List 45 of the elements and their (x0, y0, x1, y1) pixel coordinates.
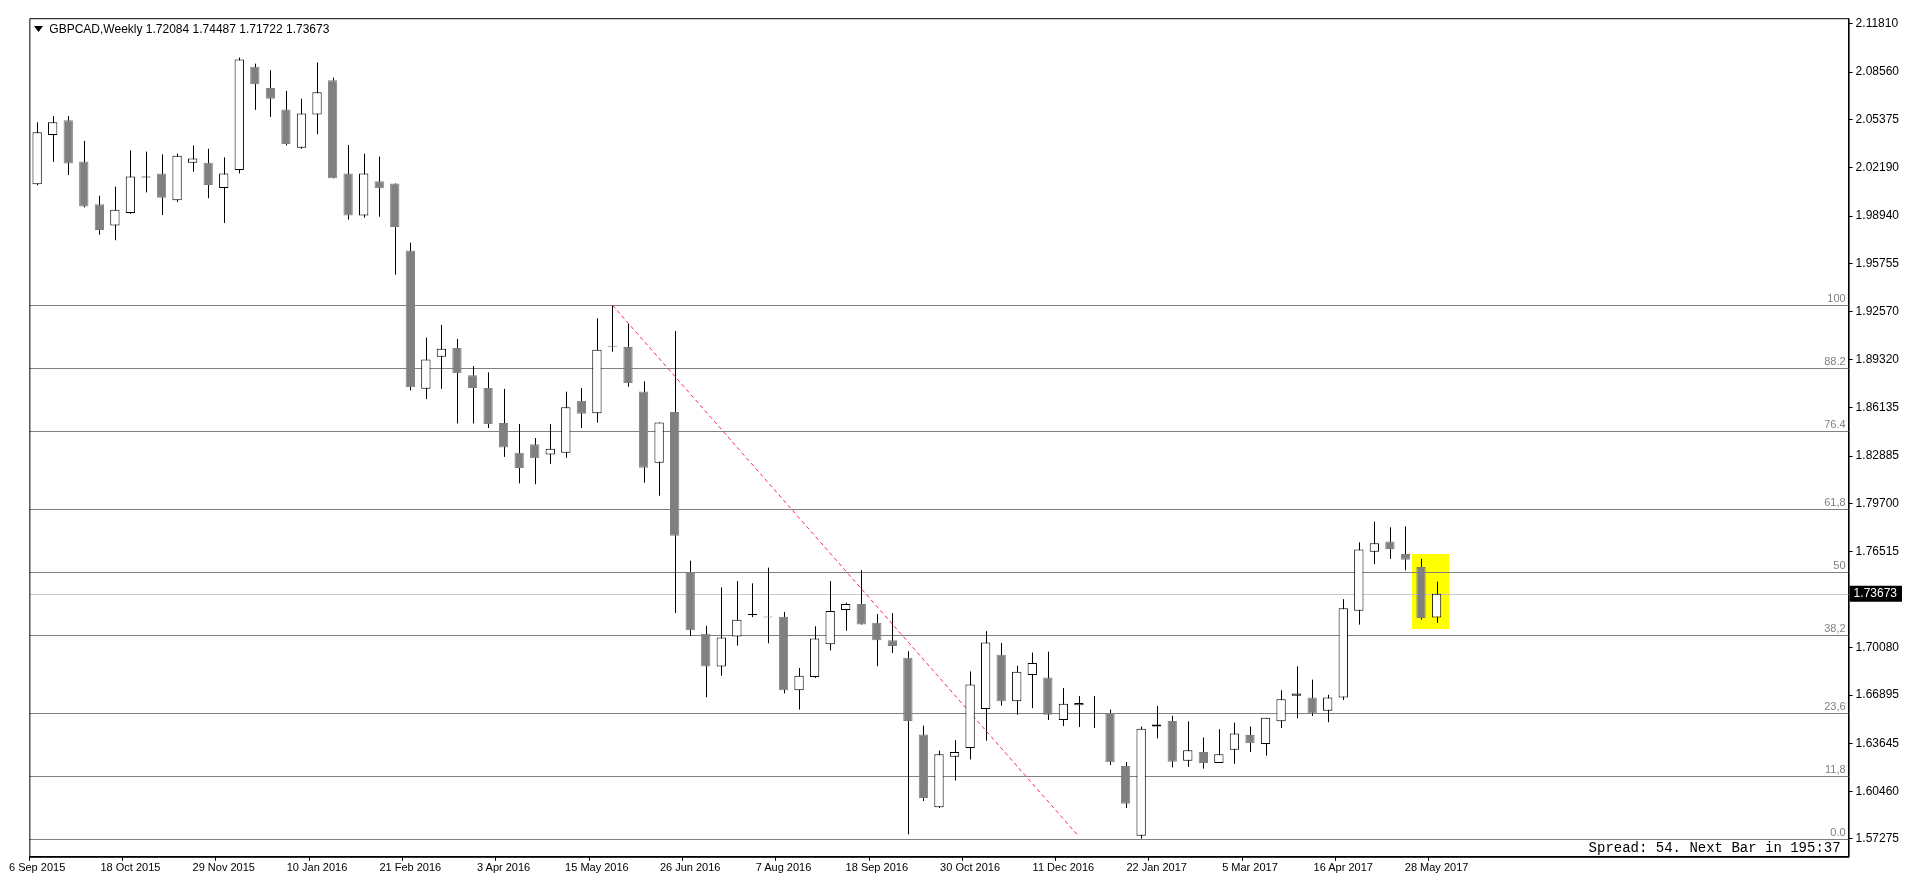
x-tick-label: 28 May 2017 (1404, 861, 1469, 874)
annotation: 38,2 (1824, 622, 1846, 635)
x-tick-label: 3 Apr 2016 (477, 861, 531, 874)
x-tick-label: 7 Aug 2016 (755, 861, 812, 874)
annotation: 23,6 (1824, 700, 1846, 713)
y-tick-label: 1.98940 (1855, 208, 1900, 223)
annotation: 11,8 (1825, 763, 1846, 776)
x-tick-label: 16 Apr 2017 (1313, 861, 1373, 874)
y-tick-label: 2.08560 (1855, 64, 1900, 79)
y-tick-label: 1.66895 (1855, 687, 1900, 702)
y-tick-label: 1.89320 (1855, 352, 1900, 367)
y-tick-label: 2.02190 (1855, 159, 1900, 174)
y-tick-label: 1.76515 (1855, 543, 1900, 558)
annotation: Spread: 54. Next Bar in 195:37 (1588, 839, 1841, 856)
x-tick-label: 5 Mar 2017 (1222, 861, 1278, 874)
chart-title: GBPCAD,Weekly 1.72084 1.74487 1.71722 1.73673 (49, 22, 330, 37)
y-tick-label: 1.60460 (1855, 783, 1900, 798)
y-tick-label: 1.82885 (1855, 448, 1900, 463)
annotation: 50 (1833, 559, 1846, 572)
x-tick-label: 18 Oct 2015 (100, 861, 161, 874)
y-tick-label: 1.86135 (1855, 399, 1900, 414)
x-tick-label: 26 Jun 2016 (659, 861, 721, 874)
x-tick-label: 15 May 2016 (565, 861, 629, 874)
annotation: 61,8 (1824, 496, 1846, 509)
y-tick-label: 1.92570 (1855, 303, 1900, 318)
x-tick-label: 30 Oct 2016 (940, 861, 1001, 874)
x-tick-label: 10 Jan 2016 (286, 861, 348, 874)
y-tick-label: 1.95755 (1855, 255, 1900, 270)
y-tick-label: 2.05375 (1855, 112, 1900, 127)
y-tick-label: 1.57275 (1855, 831, 1900, 846)
y-tick-label: 1.63645 (1855, 736, 1900, 751)
annotation: 0.0 (1830, 826, 1846, 839)
annotation: 100 (1827, 292, 1846, 305)
annotation: 88.2 (1824, 355, 1846, 368)
x-tick-label: 29 Nov 2015 (192, 861, 255, 874)
annotation: 76.4 (1824, 418, 1846, 431)
x-tick-label: 21 Feb 2016 (379, 861, 442, 874)
y-tick-label: 1.79700 (1855, 495, 1900, 510)
y-tick-label: 1.70080 (1855, 639, 1900, 654)
x-tick-label: 6 Sep 2015 (9, 861, 66, 874)
y-tick-label: 2.11810 (1855, 15, 1899, 30)
ref-line-label: 1.73673 (1853, 586, 1898, 601)
x-tick-label: 22 Jan 2017 (1126, 861, 1187, 874)
x-tick-label: 11 Dec 2016 (1032, 861, 1095, 874)
x-tick-label: 18 Sep 2016 (845, 861, 908, 874)
